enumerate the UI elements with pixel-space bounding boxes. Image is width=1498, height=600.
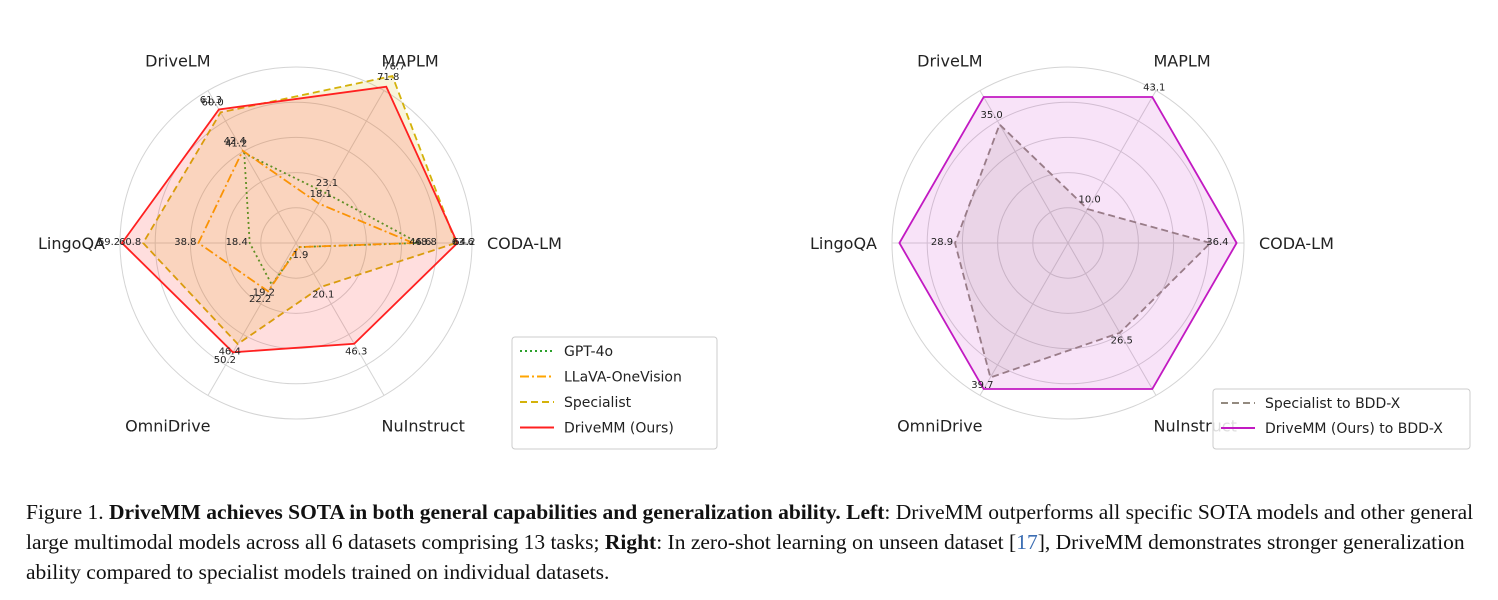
legend-box [511, 336, 718, 450]
value-label-specialist-lingoqa: 60.8 [119, 237, 141, 248]
legend: GPT-4o LLaVA-OneVision Specialist DriveMM (… [511, 336, 718, 450]
caption-left-label: Left [846, 500, 885, 524]
axis-label-maplm: MAPLM [382, 51, 439, 70]
axis-label-coda-lm: CODA-LM [487, 234, 562, 253]
value-label-gpt-4o-nuinstruct: 1.9 [292, 250, 308, 261]
grid-spoke [207, 242, 297, 396]
value-label-drivemm-ours-nuinstruct: 46.3 [345, 347, 367, 358]
value-label-specialist-nuinstruct: 20.1 [312, 289, 334, 300]
legend-label-drivemm-ours: DriveMM (Ours) [564, 421, 674, 437]
value-label-specialist-to-bdd-x-nuinstruct: 26.5 [1111, 335, 1133, 346]
value-label-gpt-4o-omnidrive: 19.2 [253, 288, 275, 299]
series-llava-onevision [197, 149, 414, 293]
axis-label-omnidrive: OmniDrive [897, 417, 982, 436]
series-specialist [141, 74, 458, 346]
series-drivemm-ours [120, 85, 459, 354]
value-label-gpt-4o-coda-lm: 48.8 [415, 237, 437, 248]
value-label-llava-onevision-lingoqa: 38.8 [174, 237, 196, 248]
value-label-specialist-maplm: 76.7 [383, 61, 405, 72]
caption-bold-title: DriveMM achieves SOTA in both general ca… [109, 500, 841, 524]
value-label-drivemm-ours-drivelm: 61.3 [200, 95, 222, 106]
grid-spoke [1067, 242, 1157, 396]
legend-label-specialist-to-bdd-x: Specialist to BDD-X [1265, 396, 1401, 412]
grid-spoke [207, 90, 297, 244]
caption-right-label: Right [604, 530, 657, 554]
legend-label-llava-onevision: LLaVA-OneVision [564, 370, 682, 386]
value-label-drivemm-ours-lingoqa: 69.2 [98, 237, 120, 248]
axis-label-coda-lm: CODA-LM [1259, 234, 1334, 253]
axis-label-maplm: MAPLM [1154, 51, 1211, 70]
axis-label-omnidrive: OmniDrive [125, 417, 210, 436]
value-label-specialist-to-bdd-x-maplm: 10.0 [1078, 195, 1100, 206]
caption-end-text: ], DriveMM demonstrates stronger general… [26, 530, 1465, 584]
grid-spoke [295, 242, 385, 396]
axis-label-drivelm: DriveLM [145, 51, 210, 70]
figure: CODA-LM MAPLM DriveLM LingoQA OmniDrive NuIns… [38, 51, 1471, 450]
legend-label-specialist: Specialist [564, 395, 632, 411]
value-label-llava-onevision-omnidrive: 22.2 [249, 294, 271, 305]
series-gpt-4o [243, 151, 423, 287]
value-label-llava-onevision-drivelm: 42.4 [224, 136, 246, 147]
value-label-specialist-to-bdd-x-lingoqa: 28.9 [931, 237, 953, 248]
series-specialist-to-bdd-x [954, 122, 1213, 379]
grid-spoke [979, 242, 1069, 396]
value-label-specialist-coda-lm: 63.6 [452, 237, 474, 248]
caption-left-text: : DriveMM outperforms all specific SOTA … [26, 500, 1474, 554]
value-label-specialist-to-bdd-x-coda-lm: 36.4 [1206, 237, 1228, 248]
value-label-specialist-drivelm: 60.0 [201, 98, 223, 109]
value-label-gpt-4o-maplm: 23.1 [316, 178, 338, 189]
value-label-specialist-to-bdd-x-omnidrive: 39.7 [971, 380, 993, 391]
value-label-specialist-omnidrive: 46.4 [219, 347, 241, 358]
value-label-drivemm-ours-omnidrive: 50.2 [214, 355, 236, 366]
legend-label-gpt-4o: GPT-4o [564, 344, 613, 360]
figure-caption: Figure 1. DriveMM achieves SOTA in both … [26, 497, 1476, 587]
value-label-gpt-4o-drivelm: 41.2 [225, 139, 247, 150]
grid-spoke [295, 90, 385, 244]
caption-right-text: : In zero-shot learning on unseen datase… [656, 530, 1017, 554]
caption-fig-label: Figure 1. [26, 500, 104, 524]
value-label-drivemm-ours-maplm: 71.8 [377, 72, 399, 83]
value-label-llava-onevision-maplm: 18.1 [310, 189, 332, 200]
series-drivemm-ours-to-bdd-x [898, 96, 1238, 390]
legend-label-drivemm-ours-to-bdd-x: DriveMM (Ours) to BDD-X [1265, 421, 1443, 437]
axis-label-drivelm: DriveLM [917, 51, 982, 70]
legend: Specialist to BDD-X DriveMM (Ours) to BDD… [1212, 388, 1471, 450]
value-label-specialist-to-bdd-x-drivelm: 35.0 [980, 110, 1002, 121]
value-label-llava-onevision-coda-lm: 46.6 [409, 237, 431, 248]
axis-label-lingoqa: LingoQA [38, 234, 105, 253]
axis-label-nuinstruct: NuInstruct [382, 417, 465, 436]
value-label-gpt-4o-lingoqa: 18.4 [226, 237, 248, 248]
grid-spoke [979, 90, 1069, 244]
value-label-drivemm-ours-to-bdd-x-maplm: 43.1 [1143, 82, 1165, 93]
legend-box [1212, 388, 1471, 450]
axis-label-lingoqa: LingoQA [810, 234, 877, 253]
radar-chart-left: CODA-LM MAPLM DriveLM LingoQA OmniDrive NuIns… [38, 51, 718, 450]
value-label-drivemm-ours-coda-lm: 64.2 [453, 237, 475, 248]
caption-citation-link[interactable]: 17 [1016, 530, 1038, 554]
grid-spoke [1067, 90, 1157, 244]
